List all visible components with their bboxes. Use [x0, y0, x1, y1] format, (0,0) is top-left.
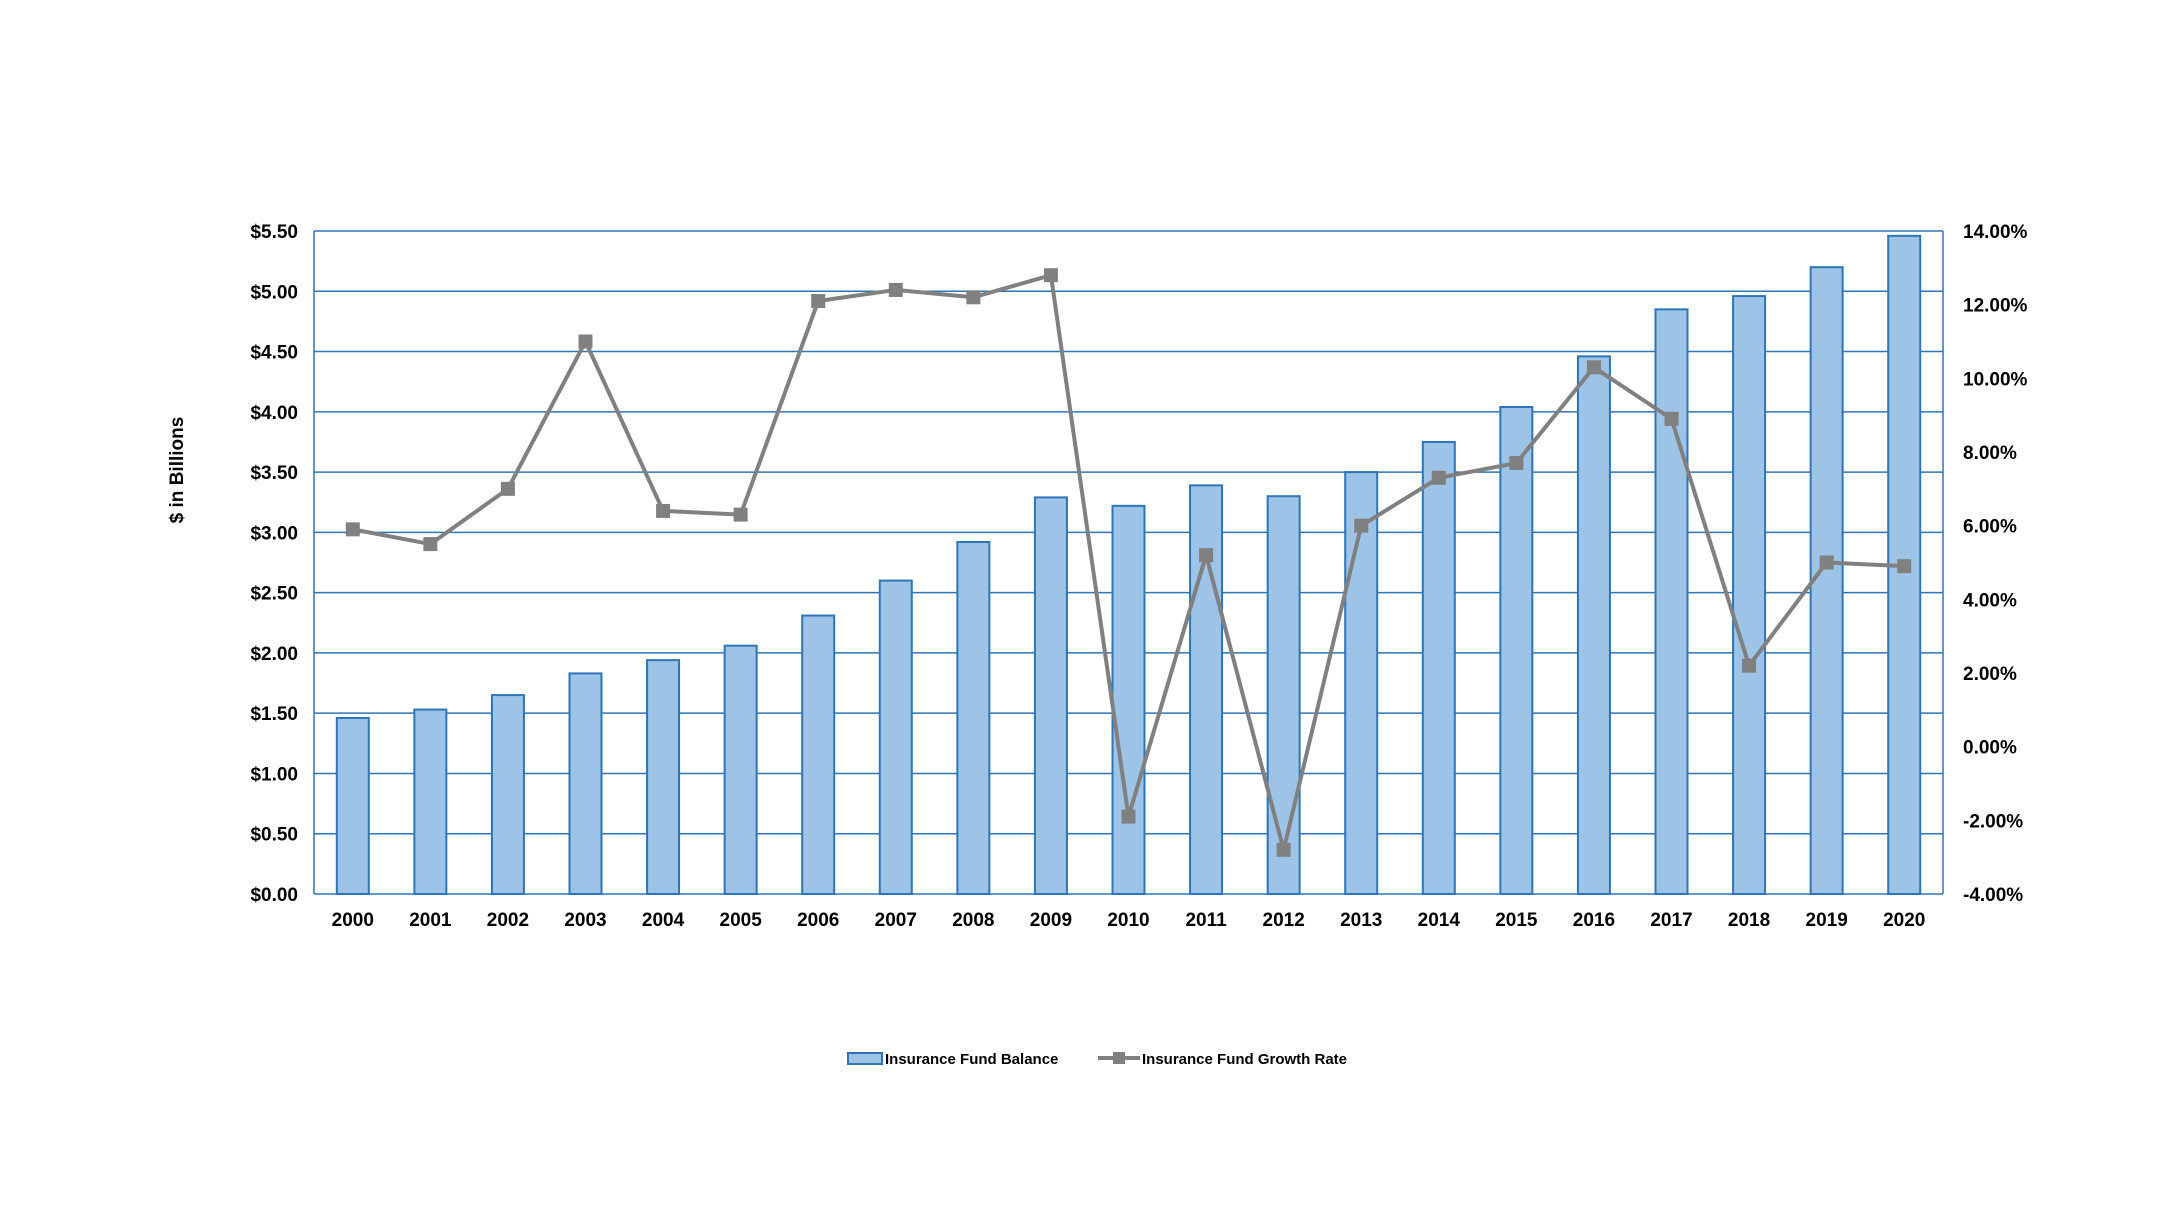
x-tick-label: 2007 [875, 910, 917, 931]
x-tick-label: 2000 [332, 910, 374, 931]
growth-rate-point [1354, 518, 1369, 533]
bar [1111, 504, 1146, 895]
bar [1189, 484, 1224, 895]
growth-rate-point [578, 334, 593, 349]
bar [646, 659, 681, 896]
legend-swatch-balance [847, 1052, 883, 1065]
left-tick-label: $1.50 [250, 704, 298, 725]
right-tick-label: 10.00% [1963, 369, 2028, 390]
bar [878, 579, 913, 896]
bar [723, 644, 758, 896]
x-tick-label: 2003 [564, 910, 606, 931]
right-tick-label: 14.00% [1963, 222, 2028, 243]
x-tick-label: 2018 [1728, 910, 1770, 931]
growth-rate-point [733, 507, 748, 522]
x-tick-label: 2008 [952, 910, 994, 931]
bar-series-balance [335, 234, 1922, 896]
x-tick-label: 2006 [797, 910, 839, 931]
bar [1654, 308, 1689, 895]
right-tick-label: 4.00% [1963, 590, 2017, 611]
left-tick-label: $5.00 [250, 282, 298, 303]
bar [1576, 355, 1611, 896]
left-tick-label: $2.50 [250, 584, 298, 605]
bar [1344, 471, 1379, 895]
bar [1499, 405, 1534, 895]
growth-rate-point [1431, 470, 1446, 485]
line-series-growth-rate [345, 268, 1912, 857]
right-tick-label: -4.00% [1963, 885, 2023, 906]
growth-rate-point [1509, 456, 1524, 471]
right-tick-label: 0.00% [1963, 738, 2017, 759]
growth-rate-point [1742, 658, 1757, 673]
x-tick-label: 2012 [1263, 910, 1305, 931]
bar [1033, 496, 1068, 895]
x-tick-label: 2015 [1495, 910, 1538, 931]
bar [335, 717, 370, 896]
growth-rate-point [811, 293, 826, 308]
x-tick-label: 2001 [409, 910, 452, 931]
growth-rate-point [1664, 411, 1679, 426]
x-tick-label: 2013 [1340, 910, 1382, 931]
growth-rate-point [1199, 548, 1214, 563]
right-tick-label: -2.00% [1963, 811, 2023, 832]
x-tick-label: 2016 [1573, 910, 1615, 931]
legend-marker-growth-rate [1113, 1052, 1125, 1064]
growth-rate-point [345, 522, 360, 537]
growth-rate-point [1276, 842, 1291, 857]
left-tick-label: $1.00 [250, 764, 298, 785]
x-tick-label: 2009 [1030, 910, 1072, 931]
growth-rate-point [1586, 360, 1601, 375]
growth-rate-point [500, 481, 515, 496]
x-tick-label: 2010 [1107, 910, 1149, 931]
x-tick-label: 2002 [487, 910, 529, 931]
left-tick-label: $3.00 [250, 523, 298, 544]
left-tick-label: $0.00 [250, 885, 298, 906]
bar [956, 541, 991, 895]
x-tick-label: 2011 [1185, 910, 1227, 931]
left-tick-label: $4.50 [250, 343, 298, 364]
growth-rate-point [1121, 809, 1136, 824]
right-tick-label: 6.00% [1963, 517, 2017, 538]
x-tick-label: 2005 [720, 910, 763, 931]
growth-rate-point [1043, 268, 1058, 283]
x-tick-label: 2017 [1650, 910, 1692, 931]
x-tick-label: 2004 [642, 910, 685, 931]
left-tick-label: $5.50 [250, 222, 298, 243]
right-tick-label: 2.00% [1963, 664, 2017, 685]
x-tick-label: 2020 [1883, 910, 1925, 931]
growth-rate-point [423, 537, 438, 552]
x-tick-label: 2019 [1806, 910, 1848, 931]
growth-rate-point [966, 290, 981, 305]
left-tick-label: $0.50 [250, 825, 298, 846]
bar [801, 614, 836, 895]
left-tick-label: $2.00 [250, 644, 298, 665]
left-tick-label: $4.00 [250, 403, 298, 424]
growth-rate-point [1897, 559, 1912, 574]
bar [1732, 295, 1767, 895]
growth-rate-point [656, 503, 671, 518]
bar [1421, 440, 1456, 895]
x-axis-tick-labels: 2000 2001 2002 2003 2004 2005 2006 2007 2008 2009… [332, 910, 1926, 931]
legend-label-balance: Insurance Fund Balance [885, 1051, 1058, 1068]
growth-rate-point [1819, 555, 1834, 570]
left-tick-label: $3.50 [250, 463, 298, 484]
bar [568, 672, 603, 895]
left-axis-tick-labels: $0.00 $0.50 $1.00 $1.50 $2.00 $2.50 $3.00 $3.50… [250, 222, 298, 906]
bar [1266, 495, 1301, 895]
axes [313, 231, 1944, 895]
bar [413, 708, 448, 895]
legend-label-growth-rate: Insurance Fund Growth Rate [1142, 1051, 1347, 1068]
right-tick-label: 8.00% [1963, 443, 2017, 464]
bar [490, 694, 525, 895]
bar [1809, 266, 1844, 895]
right-tick-label: 12.00% [1963, 296, 2028, 317]
right-axis-tick-labels: -4.00% -2.00% 0.00% 2.00% 4.00% 6.00% 8.00% 10.… [1963, 222, 2028, 906]
legend: Insurance Fund Balance Insurance Fund Gr… [847, 1051, 1347, 1068]
x-tick-label: 2014 [1418, 910, 1461, 931]
y-axis-title: $ in Billions [167, 417, 188, 524]
growth-rate-point [888, 282, 903, 297]
